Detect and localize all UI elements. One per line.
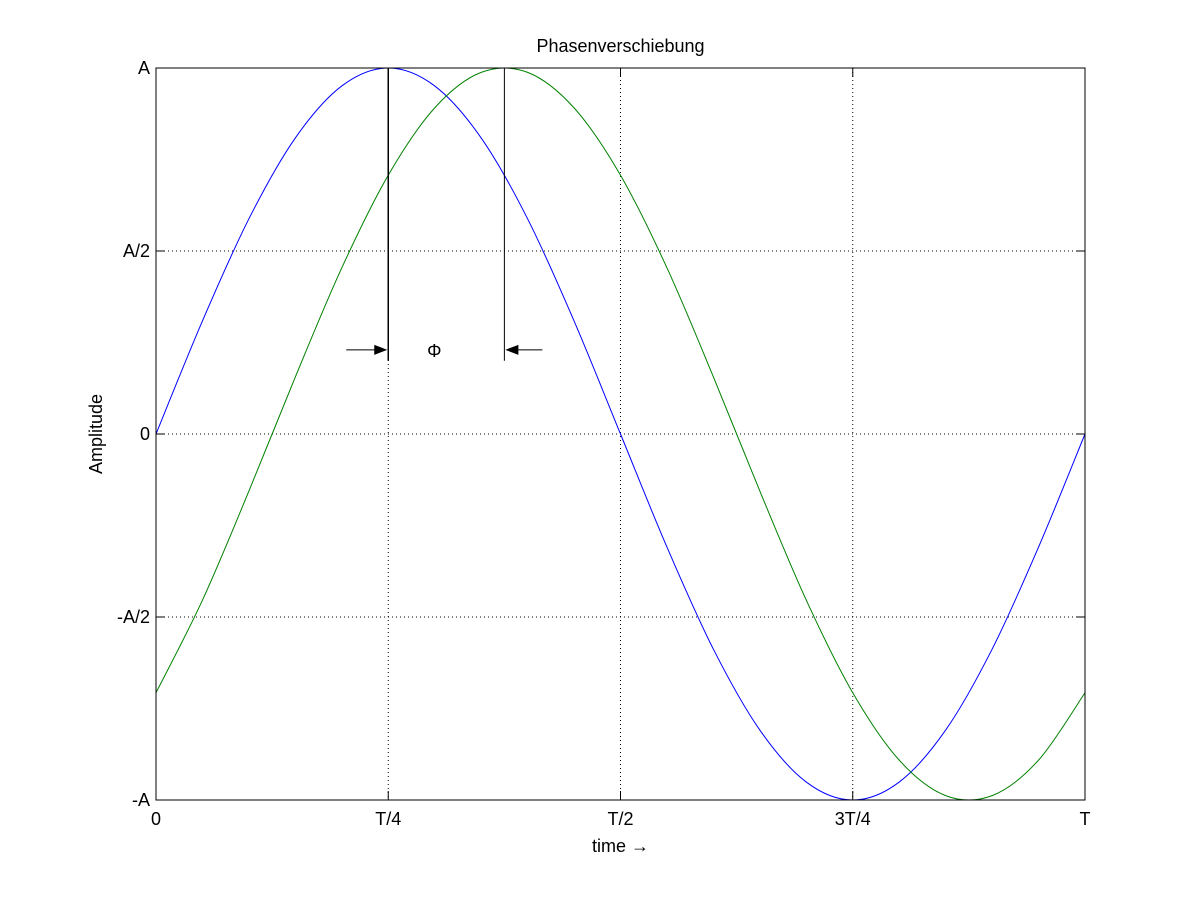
x-axis-label: time → bbox=[592, 836, 649, 856]
x-tick-label: T bbox=[1080, 809, 1091, 829]
y-tick-label: 0 bbox=[140, 424, 150, 444]
x-tick-label: 3T/4 bbox=[835, 809, 871, 829]
series-line-1 bbox=[155, 67, 1086, 801]
chart-title: Phasenverschiebung bbox=[536, 36, 704, 56]
y-tick-label: -A bbox=[132, 790, 150, 810]
y-tick-label: A/2 bbox=[123, 241, 150, 261]
phase-arrow-left-head bbox=[374, 344, 388, 355]
y-tick-label: A bbox=[138, 58, 150, 78]
x-tick-label: 0 bbox=[151, 809, 161, 829]
y-tick-label: -A/2 bbox=[117, 607, 150, 627]
phase-label: Φ bbox=[427, 341, 441, 361]
x-tick-label: T/2 bbox=[607, 809, 633, 829]
tick-layer: 0 T/4 T/2 3T/4 T -A -A/2 0 A/2 A bbox=[117, 58, 1091, 829]
annotation-layer: Φ bbox=[346, 68, 543, 361]
x-tick-label: T/4 bbox=[375, 809, 401, 829]
y-axis-label: Amplitude bbox=[86, 394, 106, 474]
series-layer bbox=[155, 67, 1086, 801]
phase-arrow-right-head bbox=[505, 344, 519, 355]
series-line-2 bbox=[155, 67, 1086, 801]
